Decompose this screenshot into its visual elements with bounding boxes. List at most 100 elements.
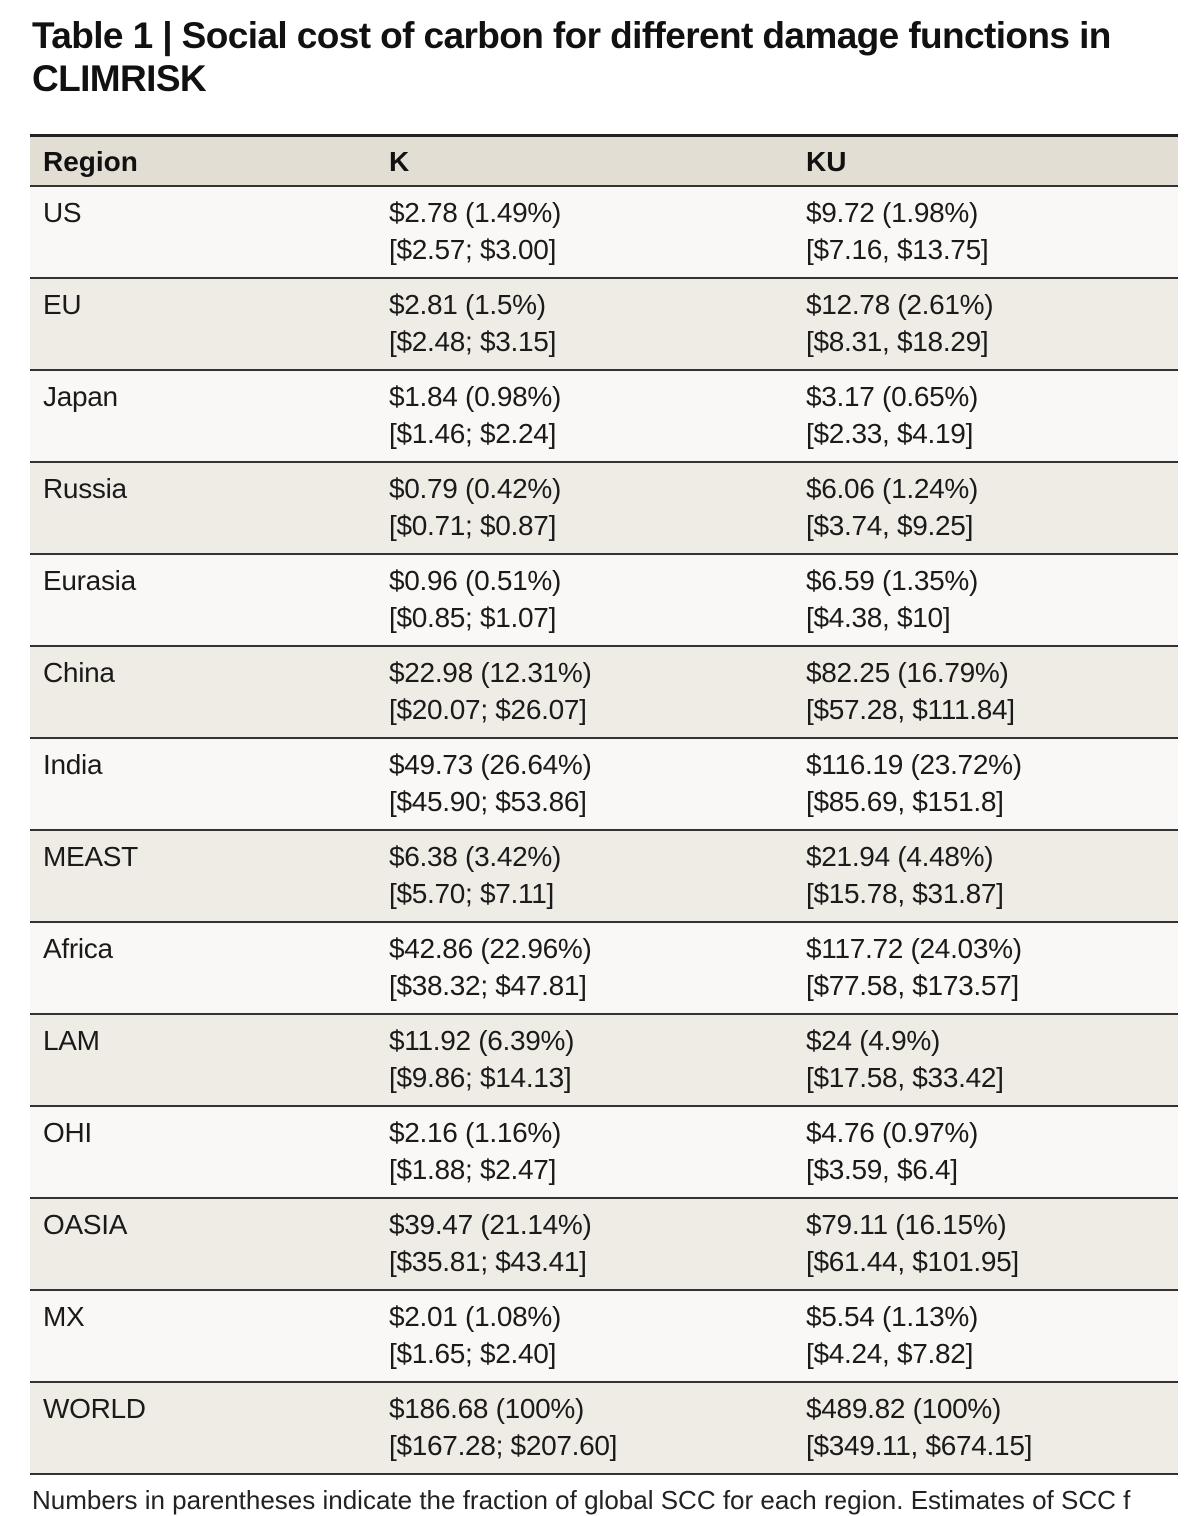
region-cell: India: [43, 749, 103, 780]
ku-interval: [$15.78, $31.87]: [806, 878, 1004, 909]
k-cell: $49.73 (26.64%) [$45.90; $53.86]: [376, 738, 793, 830]
ku-interval: [$77.58, $173.57]: [806, 970, 1019, 1001]
scc-table-container: Region K KU US $2.78 (1.49%) [$2.57; $3.00…: [30, 134, 1178, 1475]
k-interval: [$45.90; $53.86]: [389, 786, 587, 817]
ku-cell: $6.59 (1.35%) [$4.38, $10]: [793, 554, 1178, 646]
table-row: LAM $11.92 (6.39%) [$9.86; $14.13] $24 (4.9…: [30, 1014, 1178, 1106]
scc-table: Region K KU US $2.78 (1.49%) [$2.57; $3.00…: [30, 134, 1178, 1475]
region-cell: MEAST: [43, 841, 138, 872]
ku-interval: [$3.59, $6.4]: [806, 1154, 958, 1185]
ku-estimate: $6.59 (1.35%): [806, 565, 978, 596]
k-estimate: $6.38 (3.42%): [389, 841, 561, 872]
k-cell: $1.84 (0.98%) [$1.46; $2.24]: [376, 370, 793, 462]
table-row: MEAST $6.38 (3.42%) [$5.70; $7.11] $21.94 (…: [30, 830, 1178, 922]
k-interval: [$0.85; $1.07]: [389, 602, 557, 633]
k-estimate: $49.73 (26.64%): [389, 749, 592, 780]
ku-estimate: $117.72 (24.03%): [806, 933, 1022, 964]
ku-interval: [$57.28, $111.84]: [806, 694, 1015, 725]
table-row: EU $2.81 (1.5%) [$2.48; $3.15] $12.78 (2.61…: [30, 278, 1178, 370]
ku-estimate: $116.19 (23.72%): [806, 749, 1022, 780]
ku-estimate: $79.11 (16.15%): [806, 1209, 1007, 1240]
table-row: OASIA $39.47 (21.14%) [$35.81; $43.41] $79.…: [30, 1198, 1178, 1290]
region-cell: Eurasia: [43, 565, 136, 596]
table-row: Russia $0.79 (0.42%) [$0.71; $0.87] $6.06 (…: [30, 462, 1178, 554]
header-row: Region K KU: [30, 135, 1178, 186]
k-cell: $0.79 (0.42%) [$0.71; $0.87]: [376, 462, 793, 554]
table-row: India $49.73 (26.64%) [$45.90; $53.86] $116…: [30, 738, 1178, 830]
k-cell: $6.38 (3.42%) [$5.70; $7.11]: [376, 830, 793, 922]
ku-estimate: $24 (4.9%): [806, 1025, 940, 1056]
region-cell: Japan: [43, 381, 118, 412]
k-interval: [$0.71; $0.87]: [389, 510, 557, 541]
ku-cell: $9.72 (1.98%) [$7.16, $13.75]: [793, 186, 1178, 278]
ku-cell: $117.72 (24.03%) [$77.58, $173.57]: [793, 922, 1178, 1014]
k-cell: $39.47 (21.14%) [$35.81; $43.41]: [376, 1198, 793, 1290]
ku-interval: [$2.33, $4.19]: [806, 418, 974, 449]
k-cell: $11.92 (6.39%) [$9.86; $14.13]: [376, 1014, 793, 1106]
table-header: Region K KU: [30, 135, 1178, 186]
header-k: K: [389, 145, 410, 177]
region-cell: MX: [43, 1301, 85, 1332]
ku-estimate: $489.82 (100%): [806, 1393, 1002, 1424]
k-estimate: $1.84 (0.98%): [389, 381, 561, 412]
ku-estimate: $4.76 (0.97%): [806, 1117, 978, 1148]
table-row: China $22.98 (12.31%) [$20.07; $26.07] $82.…: [30, 646, 1178, 738]
k-estimate: $2.01 (1.08%): [389, 1301, 561, 1332]
ku-interval: [$85.69, $151.8]: [806, 786, 1004, 817]
table-row: OHI $2.16 (1.16%) [$1.88; $2.47] $4.76 (0.9…: [30, 1106, 1178, 1198]
k-cell: $2.81 (1.5%) [$2.48; $3.15]: [376, 278, 793, 370]
ku-interval: [$4.24, $7.82]: [806, 1338, 974, 1369]
k-interval: [$1.88; $2.47]: [389, 1154, 557, 1185]
ku-estimate: $6.06 (1.24%): [806, 473, 978, 504]
ku-cell: $6.06 (1.24%) [$3.74, $9.25]: [793, 462, 1178, 554]
k-cell: $22.98 (12.31%) [$20.07; $26.07]: [376, 646, 793, 738]
ku-estimate: $5.54 (1.13%): [806, 1301, 978, 1332]
ku-cell: $24 (4.9%) [$17.58, $33.42]: [793, 1014, 1178, 1106]
ku-cell: $4.76 (0.97%) [$3.59, $6.4]: [793, 1106, 1178, 1198]
k-interval: [$2.48; $3.15]: [389, 326, 557, 357]
k-interval: [$35.81; $43.41]: [389, 1246, 587, 1277]
ku-cell: $12.78 (2.61%) [$8.31, $18.29]: [793, 278, 1178, 370]
k-cell: $186.68 (100%) [$167.28; $207.60]: [376, 1382, 793, 1474]
ku-cell: $489.82 (100%) [$349.11, $674.15]: [793, 1382, 1178, 1474]
ku-estimate: $21.94 (4.48%): [806, 841, 994, 872]
ku-cell: $5.54 (1.13%) [$4.24, $7.82]: [793, 1290, 1178, 1382]
ku-estimate: $12.78 (2.61%): [806, 289, 994, 320]
k-interval: [$1.46; $2.24]: [389, 418, 557, 449]
k-cell: $0.96 (0.51%) [$0.85; $1.07]: [376, 554, 793, 646]
ku-interval: [$4.38, $10]: [806, 602, 951, 633]
region-cell: WORLD: [43, 1393, 146, 1424]
k-estimate: $39.47 (21.14%): [389, 1209, 592, 1240]
k-estimate: $2.78 (1.49%): [389, 197, 561, 228]
region-cell: OHI: [43, 1117, 92, 1148]
ku-interval: [$17.58, $33.42]: [806, 1062, 1004, 1093]
region-cell: Russia: [43, 473, 127, 504]
table-body: US $2.78 (1.49%) [$2.57; $3.00] $9.72 (1.98…: [30, 186, 1178, 1474]
k-estimate: $11.92 (6.39%): [389, 1025, 575, 1056]
k-interval: [$167.28; $207.60]: [389, 1430, 618, 1461]
k-estimate: $0.79 (0.42%): [389, 473, 561, 504]
region-cell: Africa: [43, 933, 113, 964]
region-cell: OASIA: [43, 1209, 128, 1240]
ku-cell: $21.94 (4.48%) [$15.78, $31.87]: [793, 830, 1178, 922]
k-interval: [$5.70; $7.11]: [389, 878, 554, 909]
k-interval: [$9.86; $14.13]: [389, 1062, 572, 1093]
k-interval: [$2.57; $3.00]: [389, 234, 557, 265]
table-row: US $2.78 (1.49%) [$2.57; $3.00] $9.72 (1.98…: [30, 186, 1178, 278]
ku-estimate: $3.17 (0.65%): [806, 381, 978, 412]
k-estimate: $22.98 (12.31%): [389, 657, 592, 688]
ku-interval: [$8.31, $18.29]: [806, 326, 989, 357]
table-row: Africa $42.86 (22.96%) [$38.32; $47.81] $11…: [30, 922, 1178, 1014]
ku-cell: $79.11 (16.15%) [$61.44, $101.95]: [793, 1198, 1178, 1290]
header-region: Region: [43, 145, 138, 177]
table-row: WORLD $186.68 (100%) [$167.28; $207.60] $48…: [30, 1382, 1178, 1474]
k-cell: $42.86 (22.96%) [$38.32; $47.81]: [376, 922, 793, 1014]
ku-cell: $3.17 (0.65%) [$2.33, $4.19]: [793, 370, 1178, 462]
ku-estimate: $9.72 (1.98%): [806, 197, 978, 228]
k-cell: $2.01 (1.08%) [$1.65; $2.40]: [376, 1290, 793, 1382]
ku-interval: [$61.44, $101.95]: [806, 1246, 1019, 1277]
ku-interval: [$3.74, $9.25]: [806, 510, 974, 541]
table-row: Japan $1.84 (0.98%) [$1.46; $2.24] $3.17 (0…: [30, 370, 1178, 462]
table-row: MX $2.01 (1.08%) [$1.65; $2.40] $5.54 (1.13…: [30, 1290, 1178, 1382]
region-cell: EU: [43, 289, 82, 320]
